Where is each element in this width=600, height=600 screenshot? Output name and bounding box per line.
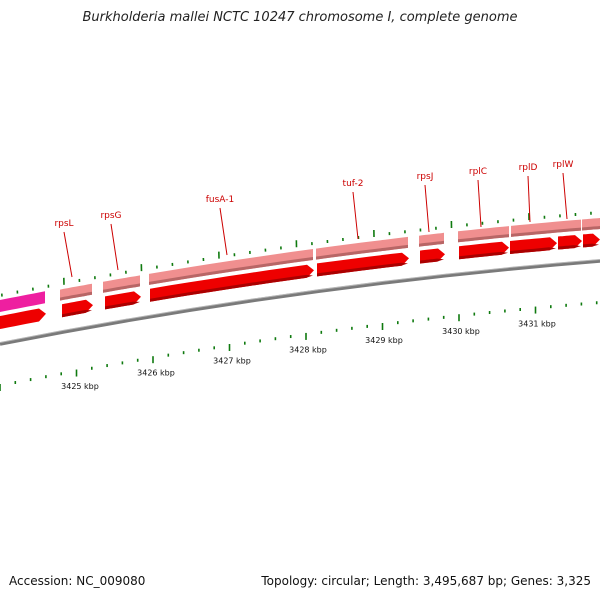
gene-band-shadow: [458, 234, 509, 243]
gene-label: fusA-1: [206, 195, 235, 205]
gene-arrow-shadow: [62, 310, 92, 318]
gene-arrow-shadow: [317, 262, 408, 277]
map-title: Burkholderia mallei NCTC 10247 chromosom…: [82, 10, 518, 25]
gene-arrow: [583, 233, 600, 248]
gene-arrow-track: [0, 233, 600, 330]
gene-leader-line: [562, 172, 568, 220]
gene-band-shadow: [103, 283, 140, 293]
gene-leader-line: [352, 191, 359, 240]
gene-band-shadow: [511, 227, 581, 237]
gene-band-track: [0, 218, 600, 312]
gene-arrow-shadow: [459, 251, 508, 260]
gene-label: tuf-2: [343, 179, 364, 189]
gene-leader-line: [424, 184, 430, 233]
gene-arrow-shadow: [558, 245, 581, 250]
gene-label: rplW: [553, 160, 574, 170]
gene-band-shadow: [582, 226, 600, 231]
gene-arrow-shadow: [105, 301, 140, 310]
outer-tick-track: [1, 211, 592, 297]
gene-band-shadow: [316, 244, 408, 260]
gene-label: rpsL: [54, 219, 73, 229]
gene-arrow-shadow: [150, 274, 313, 302]
gene-band-shadow: [419, 240, 444, 247]
scale-label: 3430 kbp: [442, 327, 480, 336]
gene-leader-line: [219, 207, 228, 256]
chromosome-backbone-highlight: [0, 259, 600, 343]
accession-text: Accession: NC_009080: [9, 574, 146, 588]
gene-band-shadow: [60, 291, 92, 301]
gene-label: rpsJ: [417, 172, 434, 182]
gene-arrow: [0, 308, 46, 330]
scale-label: 3429 kbp: [365, 336, 403, 345]
gene-band-shadow: [149, 257, 313, 285]
gene-leader-line: [63, 231, 73, 278]
scale-label: 3428 kbp: [289, 346, 327, 355]
inner-tick-track: [0, 301, 598, 391]
gene-leader-line: [110, 223, 119, 271]
scale-label: 3431 kbp: [518, 319, 556, 328]
chromosome-backbone: [0, 259, 600, 346]
topology-summary: Topology: circular; Length: 3,495,687 bp…: [261, 574, 591, 588]
gene-arrow-shadow: [420, 258, 444, 264]
scale-labels: 3425 kbp 3426 kbp 3427 kbp 3428 kbp 3429 kbp…: [61, 319, 556, 390]
gene-leader-line: [527, 175, 531, 223]
scale-label: 3427 kbp: [213, 357, 251, 366]
gene-label: rplD: [519, 163, 538, 173]
gene-label: rpsG: [100, 211, 121, 221]
gene-label: rplC: [469, 167, 487, 177]
gene-band-segment: [0, 291, 45, 312]
gene-arrow-shadow: [510, 247, 556, 254]
gene-leader-line: [477, 179, 482, 228]
scale-label: 3426 kbp: [137, 369, 175, 378]
gene-arrow-shadow: [583, 243, 599, 248]
gene-labels: rpsL rpsG fusA-1 tuf-2 rpsJ rplC rplD rplW: [54, 160, 574, 278]
scale-label: 3425 kbp: [61, 382, 99, 391]
